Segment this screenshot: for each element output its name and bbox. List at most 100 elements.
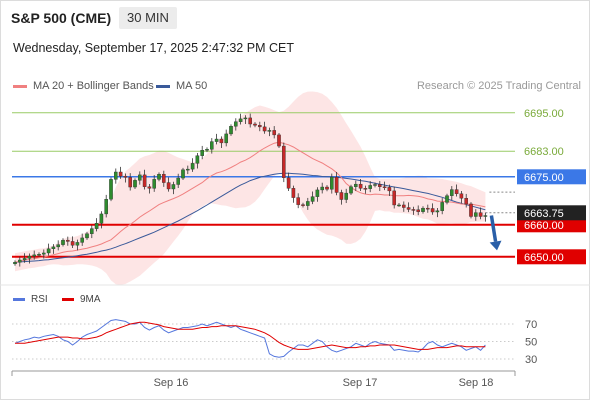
chart-timestamp: Wednesday, September 17, 2025 2:47:32 PM…: [13, 41, 294, 55]
level-label-6683.00: 6683.00: [524, 146, 564, 158]
candle-body: [478, 212, 483, 217]
candle-body: [286, 177, 291, 189]
candle-body: [27, 255, 32, 259]
candle-body: [411, 209, 416, 211]
candle-body: [128, 177, 133, 188]
x-tick-label: Sep 16: [154, 377, 189, 389]
candle-body: [42, 252, 46, 255]
candle-body: [392, 190, 397, 206]
candle-body: [118, 171, 123, 177]
candle-body: [387, 187, 392, 192]
candle-body: [363, 188, 368, 190]
candle-body: [85, 233, 89, 239]
rsi-swatch: [13, 297, 25, 301]
candle-body: [349, 186, 353, 194]
candle-body: [430, 208, 435, 213]
candle-body: [18, 259, 22, 263]
legend-rsi-label: RSI: [31, 294, 48, 305]
candle-body: [344, 192, 349, 200]
ma20-swatch: [13, 84, 27, 88]
candle-body: [339, 192, 344, 200]
candle-body: [56, 244, 60, 248]
interval-badge[interactable]: 30 MIN: [119, 7, 177, 29]
candle-body: [459, 193, 464, 199]
candle-body: [142, 174, 147, 187]
candle-body: [315, 189, 320, 197]
candle-body: [219, 138, 224, 144]
candle-body: [185, 168, 190, 171]
candle-body: [445, 195, 449, 203]
candle-body: [248, 117, 253, 125]
candle-body: [382, 186, 387, 188]
candle-body: [109, 179, 113, 200]
candle-body: [291, 188, 296, 198]
candle-body: [195, 155, 200, 164]
candle-body: [99, 213, 104, 224]
candle-body: [306, 201, 310, 206]
candle-body: [440, 202, 445, 211]
level-label-6695.00: 6695.00: [524, 108, 564, 120]
candle-body: [89, 228, 94, 234]
candle-body: [133, 180, 137, 188]
candle-body: [238, 118, 243, 122]
candle-body: [368, 185, 373, 189]
candle-body: [253, 123, 257, 126]
candle-body: [267, 130, 272, 132]
candle-body: [171, 184, 176, 190]
candle-body: [402, 204, 406, 208]
candle-body: [277, 134, 281, 147]
rsi-tick-70: 70: [525, 319, 537, 331]
candle-body: [181, 169, 185, 179]
candle-body: [474, 212, 478, 217]
current-price-tag: [517, 205, 586, 221]
candle-body: [166, 182, 171, 190]
candle-body: [65, 239, 70, 242]
candle-body: [80, 237, 84, 243]
candle-body: [22, 258, 27, 261]
candle-body: [209, 141, 214, 150]
rsi-tick-50: 50: [525, 337, 537, 349]
candle-body: [296, 197, 301, 205]
candle-body: [137, 174, 142, 181]
candle-body: [426, 207, 430, 210]
candle-body: [61, 239, 65, 245]
candle-body: [123, 175, 128, 178]
candle-body: [37, 254, 41, 256]
candle-body: [358, 183, 363, 189]
level-label-6660.00: 6660.00: [524, 220, 564, 232]
level-tag-6675.00: [517, 169, 586, 185]
x-tick-label: Sep 17: [343, 377, 378, 389]
candle-body: [205, 149, 209, 151]
research-credit: Research © 2025 Trading Central: [416, 80, 581, 92]
candle-body: [320, 186, 325, 191]
rsi-line: [14, 319, 486, 358]
level-label-6650.00: 6650.00: [524, 252, 564, 264]
candle-body: [301, 204, 305, 206]
candle-body: [262, 126, 267, 132]
candle-body: [373, 184, 377, 186]
candle-body: [152, 179, 157, 189]
candle-body: [46, 248, 51, 254]
candle-body: [483, 215, 488, 217]
rsi-ma-line: [15, 321, 486, 350]
candle-body: [233, 121, 238, 127]
legend-ma20: MA 20 + Bollinger Bands: [13, 80, 154, 92]
candle-body: [450, 189, 454, 196]
instrument-title: S&P 500 (CME): [11, 10, 112, 26]
candle-body: [378, 184, 382, 187]
candle-body: [32, 254, 36, 257]
x-tick-label: Sep 18: [459, 377, 494, 389]
candle-body: [190, 163, 195, 170]
candle-body: [416, 209, 421, 212]
candle-body: [330, 176, 334, 190]
candle-body: [161, 174, 166, 183]
candle-body: [421, 207, 425, 212]
candle-body: [464, 198, 469, 205]
candle-body: [258, 125, 262, 128]
candle-body: [176, 177, 181, 185]
ma20-line: [14, 141, 486, 263]
candle-body: [113, 171, 118, 180]
candle-body: [229, 126, 233, 135]
current-price-label: 6663.75: [524, 208, 564, 220]
